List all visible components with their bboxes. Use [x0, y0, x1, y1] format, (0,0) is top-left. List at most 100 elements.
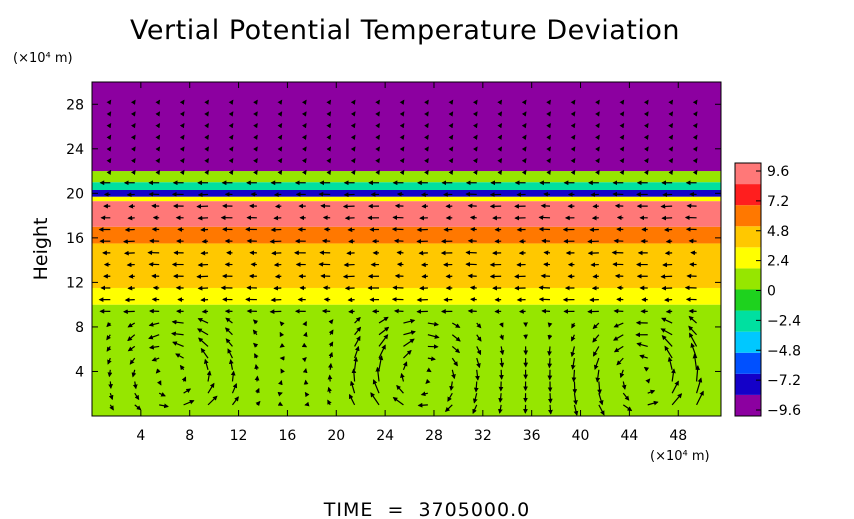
wind-vector — [426, 367, 432, 373]
wind-vector — [131, 369, 137, 378]
wind-vector — [417, 402, 428, 408]
wind-vector — [696, 390, 704, 406]
wind-vector — [570, 346, 576, 358]
wind-vector — [499, 358, 505, 368]
wind-vector — [695, 377, 703, 394]
wind-vector — [378, 344, 386, 359]
wind-vector — [647, 400, 659, 406]
wind-vector — [671, 380, 679, 394]
wind-vector — [134, 392, 140, 401]
wind-vector — [159, 403, 169, 409]
wind-vector — [183, 388, 192, 394]
wind-vector — [664, 345, 673, 359]
wind-vector — [107, 357, 112, 365]
wind-vector — [378, 316, 389, 324]
wind-vector — [277, 401, 284, 406]
y-axis: 4 8 12 16 20 24 28 — [66, 97, 721, 380]
wind-vector — [328, 329, 334, 336]
wind-vector — [403, 318, 416, 324]
x-tick-label: 12 — [230, 428, 248, 444]
wind-vector — [692, 353, 698, 370]
wind-vector — [354, 316, 361, 324]
wind-vector — [254, 363, 260, 370]
x-unit-label: (×10⁴ m) — [650, 449, 710, 464]
wind-vector — [621, 381, 627, 390]
wind-vector — [354, 326, 362, 336]
wind-vector — [372, 379, 380, 394]
wind-vector — [499, 346, 505, 356]
wind-vector — [252, 329, 258, 336]
wind-vector — [109, 404, 114, 411]
wind-vector — [451, 345, 461, 354]
colorbar-swatch — [735, 205, 761, 227]
colorbar-frame — [734, 162, 762, 417]
wind-vector — [197, 328, 209, 336]
wind-vector — [592, 346, 600, 357]
wind-vector — [622, 392, 630, 401]
wind-vector — [328, 319, 334, 325]
wind-vector — [134, 404, 142, 411]
wind-vector — [254, 375, 260, 382]
x-tick-label: 4 — [136, 428, 145, 444]
wind-vector — [197, 318, 209, 324]
wind-vector — [354, 345, 360, 359]
colorbar: 9.6 7.2 4.8 2.4 0 −2.4 −4.8 −7.2 −9.6 — [734, 162, 801, 419]
y-tick-label: 12 — [66, 275, 84, 291]
wind-vector — [198, 337, 209, 347]
colorbar-swatch — [735, 373, 761, 395]
wind-vector — [661, 317, 673, 324]
wind-vector — [231, 383, 238, 394]
field-band-7 — [92, 182, 721, 190]
y-unit-label: (×10⁴ m) — [13, 51, 73, 66]
wind-vector — [349, 380, 356, 394]
wind-vector — [396, 384, 404, 394]
wind-vector — [447, 392, 453, 402]
wind-vector — [200, 347, 209, 359]
wind-vector — [375, 366, 381, 382]
x-tick-label: 48 — [669, 428, 687, 444]
wind-vector — [547, 393, 553, 404]
wind-vector — [636, 342, 648, 347]
wind-vector — [158, 392, 166, 397]
x-axis: 4 8 12 16 20 24 28 32 36 40 44 48 — [136, 82, 687, 444]
wind-vector — [571, 369, 577, 383]
colorbar-tick-label: 4.8 — [767, 224, 789, 240]
wind-vector — [548, 404, 553, 415]
wind-vector — [444, 404, 453, 412]
wind-vector — [279, 342, 285, 348]
wind-vector — [639, 354, 648, 360]
field-band-9 — [92, 82, 721, 172]
y-tick-label: 20 — [66, 186, 84, 202]
wind-vector — [354, 335, 361, 347]
x-tick-label: 36 — [523, 428, 541, 444]
y-tick-label: 24 — [66, 142, 84, 158]
x-tick-label: 8 — [185, 428, 194, 444]
wind-vector — [175, 353, 184, 359]
colorbar-tick-label: 7.2 — [767, 194, 789, 210]
colorbar-swatch — [735, 310, 761, 332]
wind-vector — [279, 331, 285, 338]
wind-vector — [378, 326, 390, 336]
field-band-4 — [92, 201, 721, 227]
wind-vector — [695, 364, 700, 382]
wind-vector — [595, 369, 601, 383]
colorbar-tick-label: 2.4 — [767, 254, 789, 270]
wind-vector — [451, 369, 456, 380]
wind-vector — [472, 393, 478, 404]
wind-vector — [203, 358, 209, 370]
wind-vector — [106, 346, 112, 352]
wind-vector — [253, 342, 259, 348]
wind-vector — [427, 334, 440, 339]
wind-vector — [643, 366, 650, 372]
wind-vector — [645, 378, 651, 384]
y-tick-label: 8 — [75, 320, 84, 336]
wind-vector — [129, 357, 136, 365]
wind-vector — [370, 392, 380, 406]
wind-vector — [183, 399, 195, 406]
wind-vector — [571, 322, 576, 329]
wind-vector — [598, 393, 604, 406]
wind-vector — [660, 328, 673, 336]
wind-vector — [593, 357, 600, 370]
wind-vector — [254, 353, 259, 359]
plot-area — [92, 82, 721, 416]
